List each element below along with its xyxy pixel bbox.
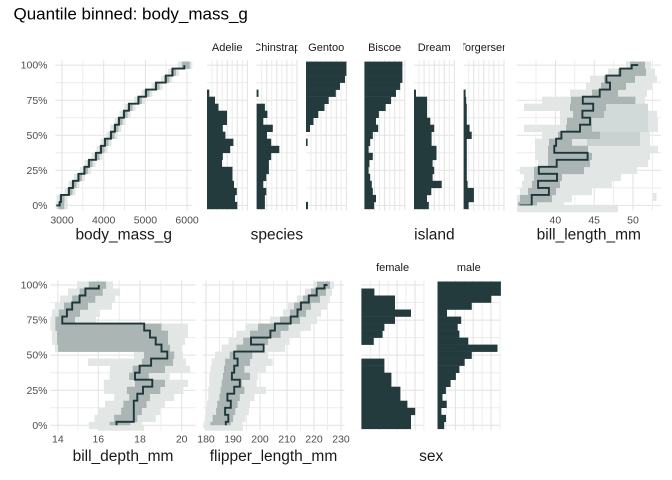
svg-text:sex: sex (419, 448, 443, 465)
svg-text:180: 180 (197, 433, 215, 445)
svg-text:220: 220 (305, 433, 323, 445)
svg-text:75%: 75% (26, 315, 47, 327)
svg-text:5000: 5000 (134, 215, 158, 227)
svg-text:species: species (251, 227, 304, 244)
svg-text:Chinstrap: Chinstrap (253, 42, 300, 54)
svg-text:200: 200 (251, 433, 269, 445)
svg-text:75%: 75% (26, 95, 47, 107)
svg-text:100%: 100% (21, 280, 48, 292)
svg-text:Biscoe: Biscoe (368, 42, 401, 54)
svg-text:20: 20 (176, 433, 188, 445)
svg-text:25%: 25% (26, 165, 47, 177)
svg-text:50%: 50% (26, 350, 47, 362)
svg-text:25%: 25% (26, 385, 47, 397)
svg-text:210: 210 (278, 433, 296, 445)
svg-text:14: 14 (52, 433, 64, 445)
svg-text:4000: 4000 (92, 215, 116, 227)
svg-text:0%: 0% (32, 420, 47, 432)
svg-text:body_mass_g: body_mass_g (75, 227, 172, 244)
svg-text:female: female (376, 262, 409, 274)
svg-text:Quantile binned: body_mass_g: Quantile binned: body_mass_g (14, 5, 248, 24)
svg-text:bill_depth_mm: bill_depth_mm (73, 448, 174, 465)
svg-text:50: 50 (627, 215, 639, 227)
svg-text:bill_length_mm: bill_length_mm (537, 227, 641, 244)
svg-text:3000: 3000 (50, 215, 74, 227)
svg-text:100%: 100% (21, 60, 48, 72)
svg-text:50%: 50% (26, 130, 47, 142)
svg-text:230: 230 (332, 433, 350, 445)
svg-text:Adelie: Adelie (212, 42, 243, 54)
svg-text:Torgersen: Torgersen (459, 42, 508, 54)
svg-text:6000: 6000 (175, 215, 199, 227)
svg-text:male: male (457, 262, 481, 274)
svg-text:island: island (414, 227, 455, 244)
svg-text:Dream: Dream (418, 42, 451, 54)
svg-text:40: 40 (550, 215, 562, 227)
svg-text:45: 45 (588, 215, 600, 227)
svg-text:0%: 0% (32, 200, 47, 212)
svg-text:Gentoo: Gentoo (308, 42, 344, 54)
svg-text:190: 190 (224, 433, 242, 445)
svg-text:flipper_length_mm: flipper_length_mm (210, 448, 338, 465)
svg-text:16: 16 (92, 433, 104, 445)
svg-text:18: 18 (134, 433, 146, 445)
